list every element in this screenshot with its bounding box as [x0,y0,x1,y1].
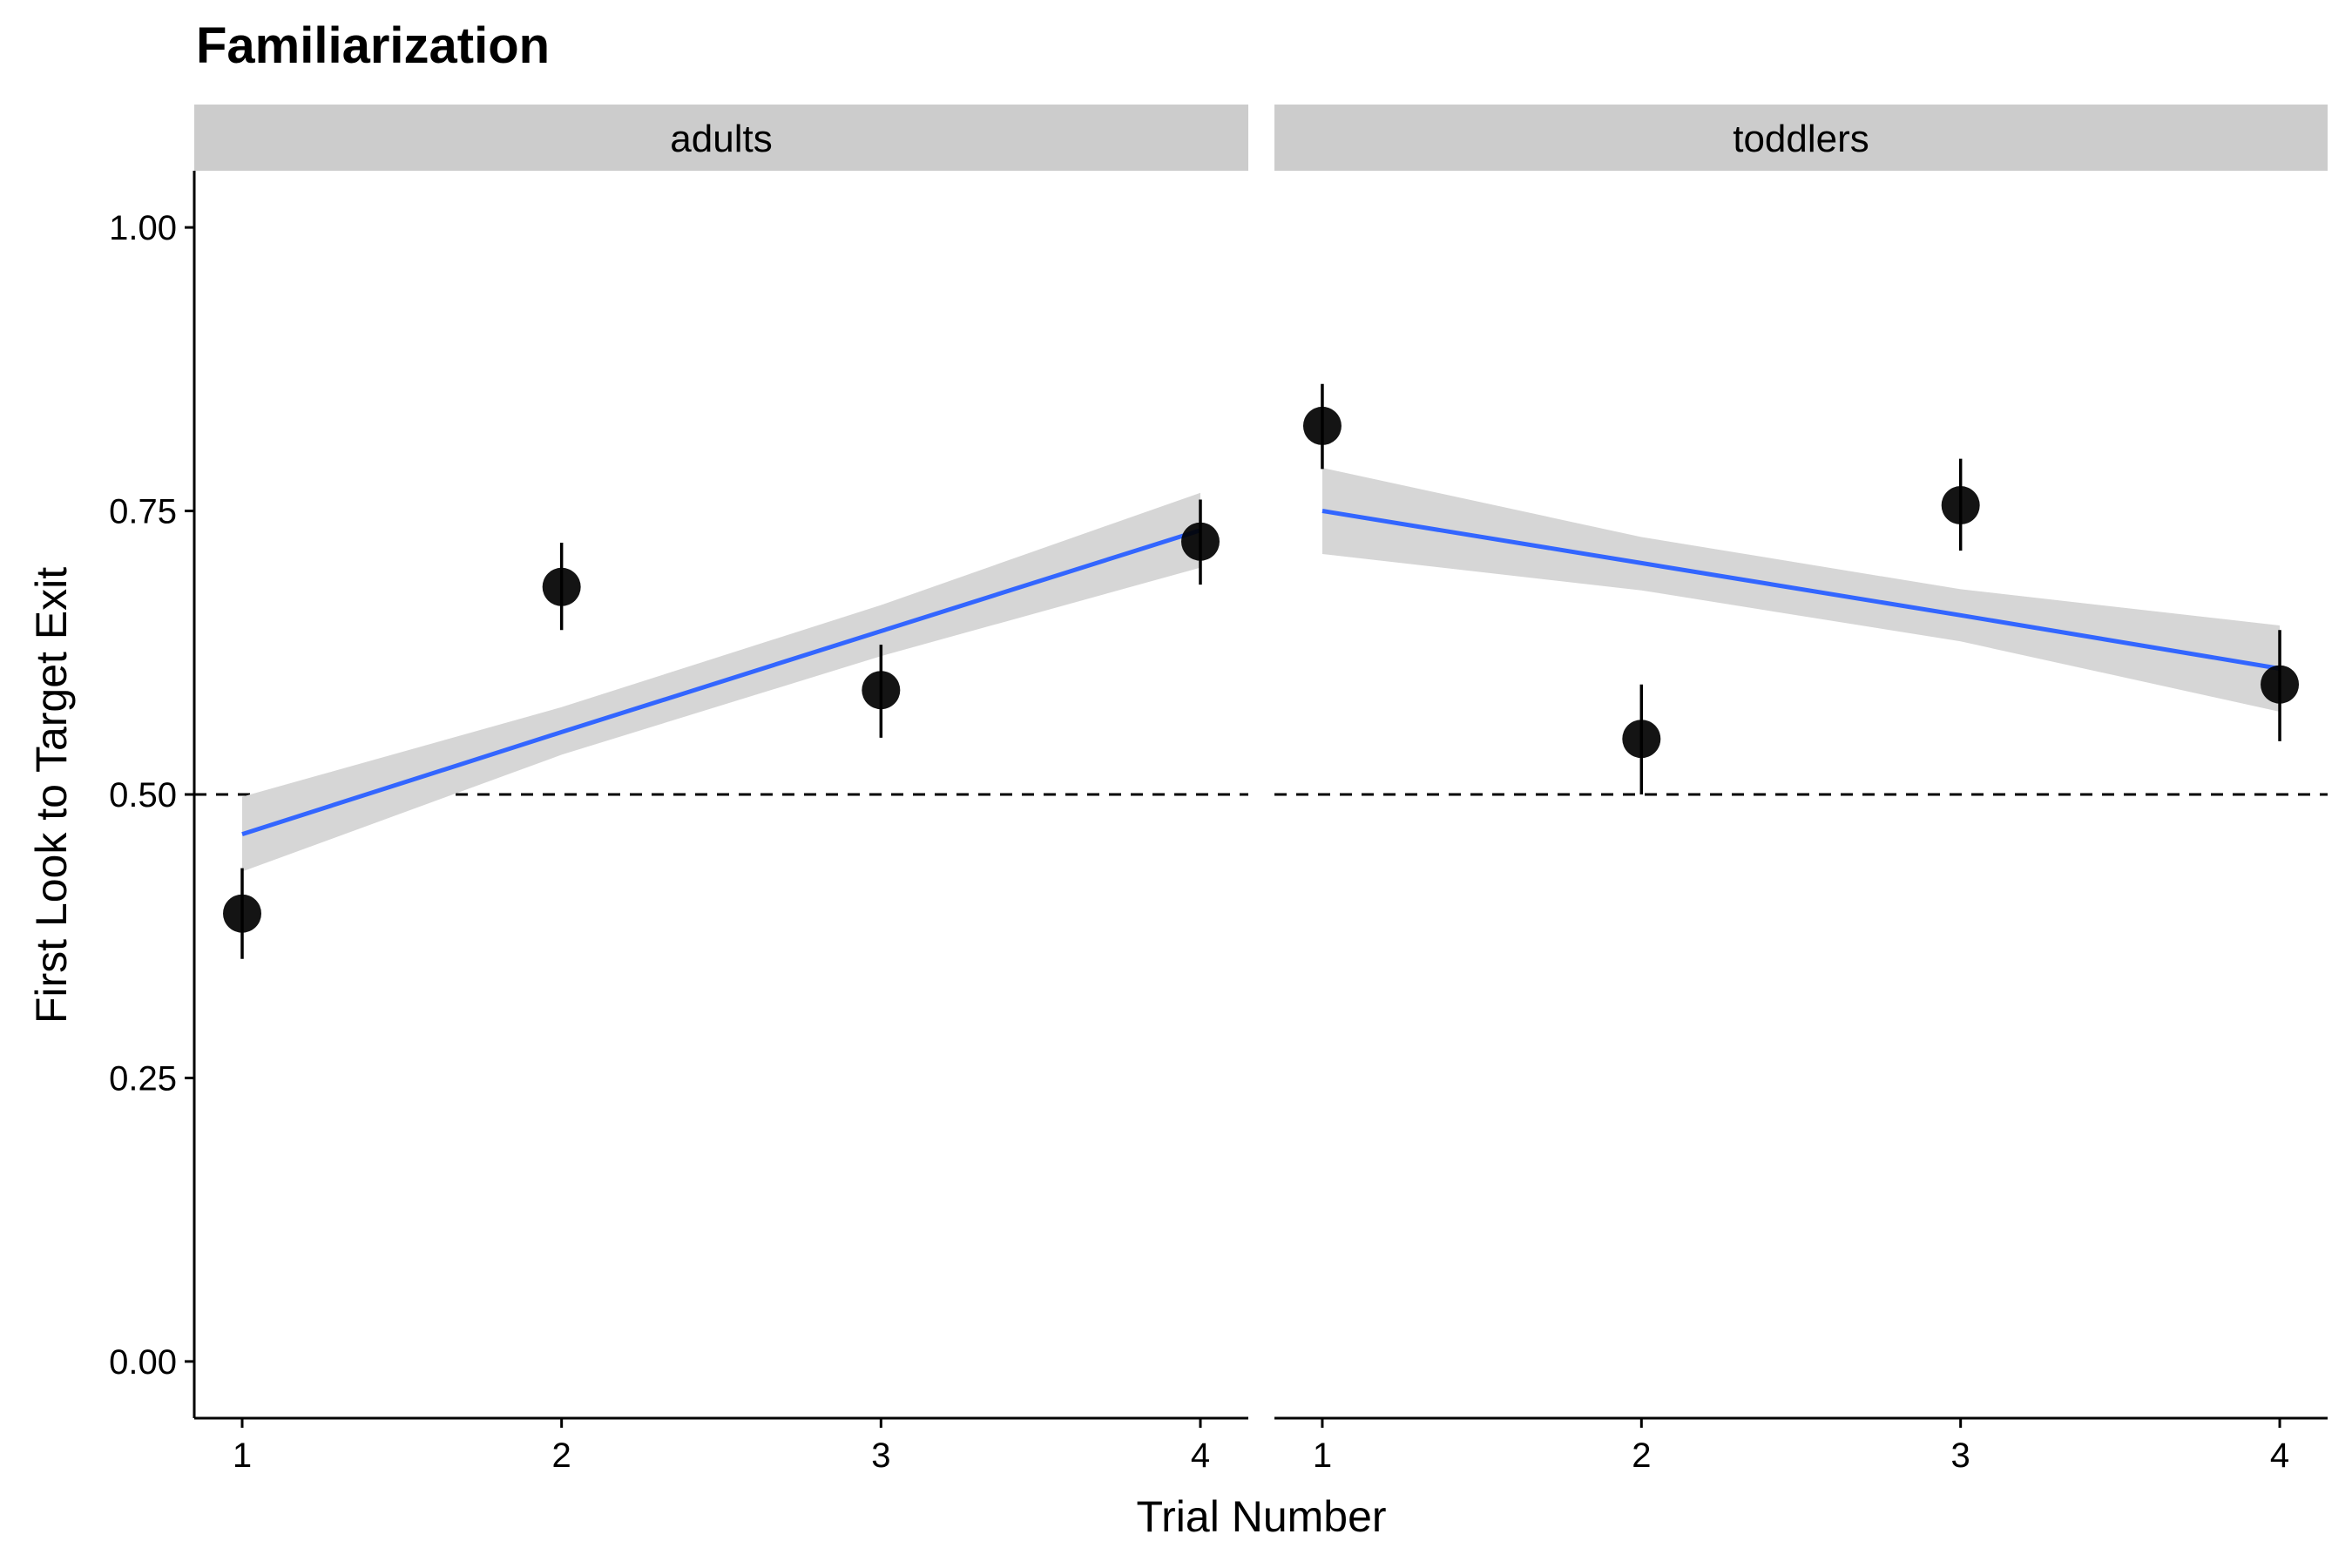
x-tick-label: 1 [1313,1436,1332,1475]
y-tick-label: 0.50 [109,776,177,814]
facet-strip [194,105,1248,171]
data-point [223,894,261,933]
y-axis: 0.00 0.25 0.50 0.75 1.00 [109,171,196,1418]
x-tick-label: 4 [2270,1436,2289,1475]
x-tick-label: 2 [1632,1436,1651,1475]
fit-line [1321,509,2281,671]
x-tick-label: 1 [233,1436,252,1475]
y-axis-title: First Look to Target Exit [27,567,76,1024]
panel-toddlers: toddlers 1 2 3 4 [1274,105,2328,1475]
facet-strip-label: adults [670,118,772,160]
data-point [862,671,901,710]
y-tick-label: 0.25 [109,1059,177,1098]
x-tick-label: 2 [552,1436,571,1475]
data-point [2261,665,2300,704]
data-point [1622,720,1661,759]
y-tick-label: 1.00 [109,209,177,247]
fit-line [241,528,1201,836]
facet-strip [1274,105,2328,171]
data-point [1941,486,1980,525]
panel-adults: adults 1 2 3 4 [194,105,1248,1475]
chart-title: Familiarization [196,17,550,74]
y-tick-label: 0.00 [109,1343,177,1382]
data-point [1302,406,1342,445]
x-axis-title: Trial Number [1136,1492,1386,1541]
x-tick-label: 3 [1951,1436,1970,1475]
x-tick-label: 4 [1191,1436,1210,1475]
x-tick-label: 3 [871,1436,890,1475]
panels-group: adults 1 2 3 4 toddlers 1 2 3 4 [194,105,2328,1475]
facet-strip-label: toddlers [1733,118,1869,160]
data-point [1181,522,1220,561]
y-tick-label: 0.75 [109,493,177,531]
data-point [542,567,581,606]
